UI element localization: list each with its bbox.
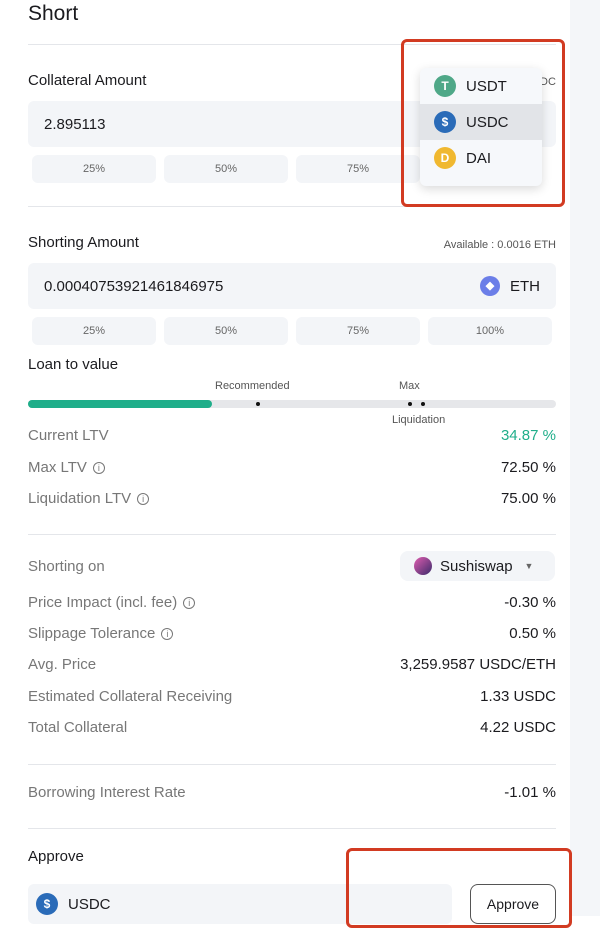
liquidation-marker xyxy=(421,402,425,406)
recommended-marker xyxy=(256,402,260,406)
liquidation-label: Liquidation xyxy=(392,414,446,426)
detail-row: Price Impact (incl. fee) i -0.30 % xyxy=(28,594,556,611)
max-marker xyxy=(408,402,412,406)
token-option-dai[interactable]: D DAI xyxy=(420,140,542,176)
dai-icon: D xyxy=(434,147,456,169)
token-label: USDC xyxy=(466,113,509,131)
detail-row: Total Collateral 4.22 USDC xyxy=(28,719,556,736)
shorting-pct-100[interactable]: 100% xyxy=(428,317,552,345)
chevron-down-icon: ▼ xyxy=(524,561,534,571)
shorting-pct-25[interactable]: 25% xyxy=(32,317,156,345)
ltv-bar-fill xyxy=(28,400,213,408)
usdc-icon: $ xyxy=(434,111,456,133)
recommended-label: Recommended xyxy=(215,380,290,392)
ltv-row-current: Current LTV 34.87 % xyxy=(28,427,556,444)
collateral-pct-25[interactable]: 25% xyxy=(32,155,156,183)
highlight-box xyxy=(401,39,565,207)
dex-select[interactable]: Sushiswap ▼ xyxy=(400,551,555,581)
ltv-row-liquidation: Liquidation LTV i 75.00 % xyxy=(28,490,556,507)
collateral-value: 2.895113 xyxy=(44,115,106,133)
shorting-value: 0.00040753921461846975 xyxy=(44,277,224,295)
token-option-usdc[interactable]: $ USDC xyxy=(420,104,542,140)
divider xyxy=(28,828,556,829)
token-label: DAI xyxy=(466,149,492,167)
side-strip xyxy=(570,0,600,916)
page-title: Short xyxy=(28,2,79,25)
divider xyxy=(28,44,556,45)
token-option-usdt[interactable]: T USDT xyxy=(420,68,542,104)
info-icon: i xyxy=(137,493,150,505)
shorting-on-label: Shorting on xyxy=(28,558,105,575)
token-label: USDC xyxy=(68,895,111,913)
sushiswap-icon xyxy=(414,557,432,575)
detail-row: Slippage Tolerance i 0.50 % xyxy=(28,625,556,642)
divider xyxy=(28,206,556,207)
divider xyxy=(28,764,556,765)
detail-row: Avg. Price 3,259.9587 USDC/ETH xyxy=(28,656,556,673)
approve-label: Approve xyxy=(28,848,84,865)
token-label: ETH xyxy=(510,277,540,295)
usdt-icon: T xyxy=(434,75,456,97)
interest-row: Borrowing Interest Rate -1.01 % xyxy=(28,784,556,801)
usdc-icon: $ xyxy=(36,893,58,915)
ltv-row-max: Max LTV i 72.50 % xyxy=(28,459,556,476)
shorting-available: Available : 0.0016 ETH xyxy=(443,239,556,251)
collateral-pct-75[interactable]: 75% xyxy=(296,155,420,183)
info-icon: i xyxy=(92,462,105,474)
collateral-available: DC xyxy=(540,76,556,88)
shorting-label: Shorting Amount xyxy=(28,234,139,251)
info-icon: i xyxy=(183,597,196,609)
divider xyxy=(28,534,556,535)
detail-row: Estimated Collateral Receiving 1.33 USDC xyxy=(28,688,556,705)
token-label: USDT xyxy=(466,77,507,95)
collateral-label: Collateral Amount xyxy=(28,72,147,89)
highlight-box xyxy=(346,848,572,928)
shorting-pct-75[interactable]: 75% xyxy=(296,317,420,345)
token-dropdown[interactable]: T USDT $ USDC D DAI xyxy=(420,68,542,186)
dex-label: Sushiswap xyxy=(440,557,513,575)
max-label: Max xyxy=(399,380,420,392)
shorting-input[interactable]: 0.00040753921461846975 ◆ ETH xyxy=(28,263,556,309)
ltv-label: Loan to value xyxy=(28,356,119,373)
info-icon: i xyxy=(161,628,174,640)
collateral-pct-50[interactable]: 50% xyxy=(164,155,288,183)
ltv-bar xyxy=(28,400,556,408)
shorting-pct-50[interactable]: 50% xyxy=(164,317,288,345)
eth-icon: ◆ xyxy=(480,276,500,296)
